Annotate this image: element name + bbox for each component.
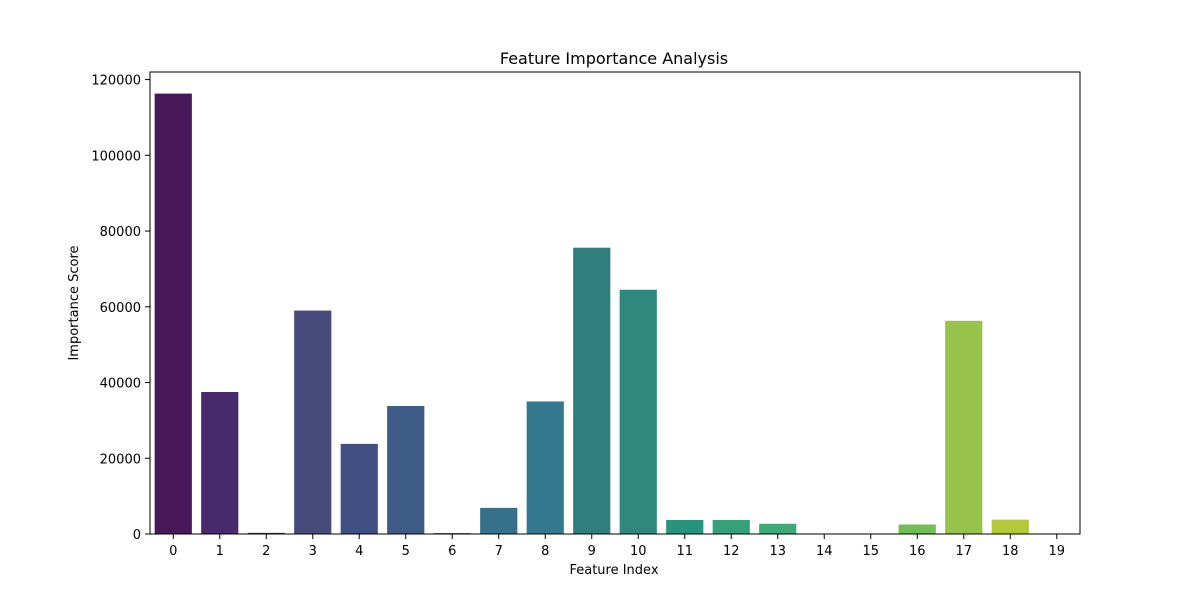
x-tick-label: 3	[309, 544, 317, 559]
x-tick-label: 0	[169, 544, 177, 559]
y-axis: 0 20000 40000 60000 80000 100000 120000	[91, 74, 150, 543]
bar-18	[991, 519, 1029, 534]
bar-12	[712, 519, 750, 534]
y-tick-label: 120000	[91, 74, 141, 89]
bar-16	[898, 524, 936, 534]
x-tick-label: 16	[909, 544, 926, 559]
bar-8	[526, 401, 564, 534]
bar-10	[619, 289, 657, 534]
x-tick-label: 10	[630, 544, 647, 559]
y-tick-label: 60000	[100, 301, 141, 316]
bar-9	[573, 247, 611, 534]
bar-1	[201, 391, 239, 534]
bar-5	[387, 406, 425, 534]
x-tick-label: 6	[448, 544, 456, 559]
x-tick-label: 8	[541, 544, 549, 559]
x-tick-label: 18	[1002, 544, 1019, 559]
bar-11	[666, 519, 704, 534]
x-tick-label: 5	[402, 544, 410, 559]
x-axis: 0 1 2 3 4 5 6 7 8 9 10 11 12 13 14 15 16 17 18 19	[169, 534, 1065, 559]
plot-frame	[149, 71, 1081, 535]
bar-0	[154, 93, 192, 534]
x-tick-label: 14	[816, 544, 833, 559]
x-tick-label: 1	[216, 544, 224, 559]
x-tick-label: 9	[588, 544, 596, 559]
x-axis-title: Feature Index	[569, 563, 658, 578]
bar-17	[945, 320, 983, 534]
x-tick-label: 19	[1048, 544, 1065, 559]
bar-7	[480, 507, 518, 534]
y-axis-title: Importance Score	[67, 245, 82, 360]
y-tick-label: 100000	[91, 149, 141, 164]
x-tick-label: 15	[862, 544, 879, 559]
bar-3	[294, 310, 332, 534]
bars-group	[154, 93, 1076, 534]
x-tick-label: 13	[769, 544, 786, 559]
x-tick-label: 12	[723, 544, 740, 559]
x-tick-label: 4	[355, 544, 363, 559]
x-tick-label: 11	[676, 544, 693, 559]
x-tick-label: 2	[262, 544, 270, 559]
chart-title: Feature Importance Analysis	[500, 49, 728, 68]
y-tick-label: 40000	[100, 377, 141, 392]
y-tick-label: 20000	[100, 452, 141, 467]
bar-4	[340, 443, 378, 534]
x-tick-label: 7	[495, 544, 503, 559]
y-tick-label: 80000	[100, 225, 141, 240]
y-tick-label: 0	[133, 528, 141, 543]
bar-13	[759, 523, 797, 534]
x-tick-label: 17	[955, 544, 972, 559]
bar-2	[247, 532, 285, 534]
